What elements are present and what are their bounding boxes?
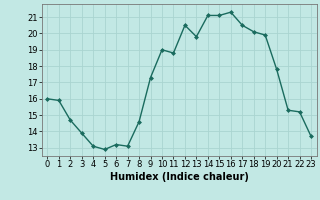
X-axis label: Humidex (Indice chaleur): Humidex (Indice chaleur) (110, 172, 249, 182)
